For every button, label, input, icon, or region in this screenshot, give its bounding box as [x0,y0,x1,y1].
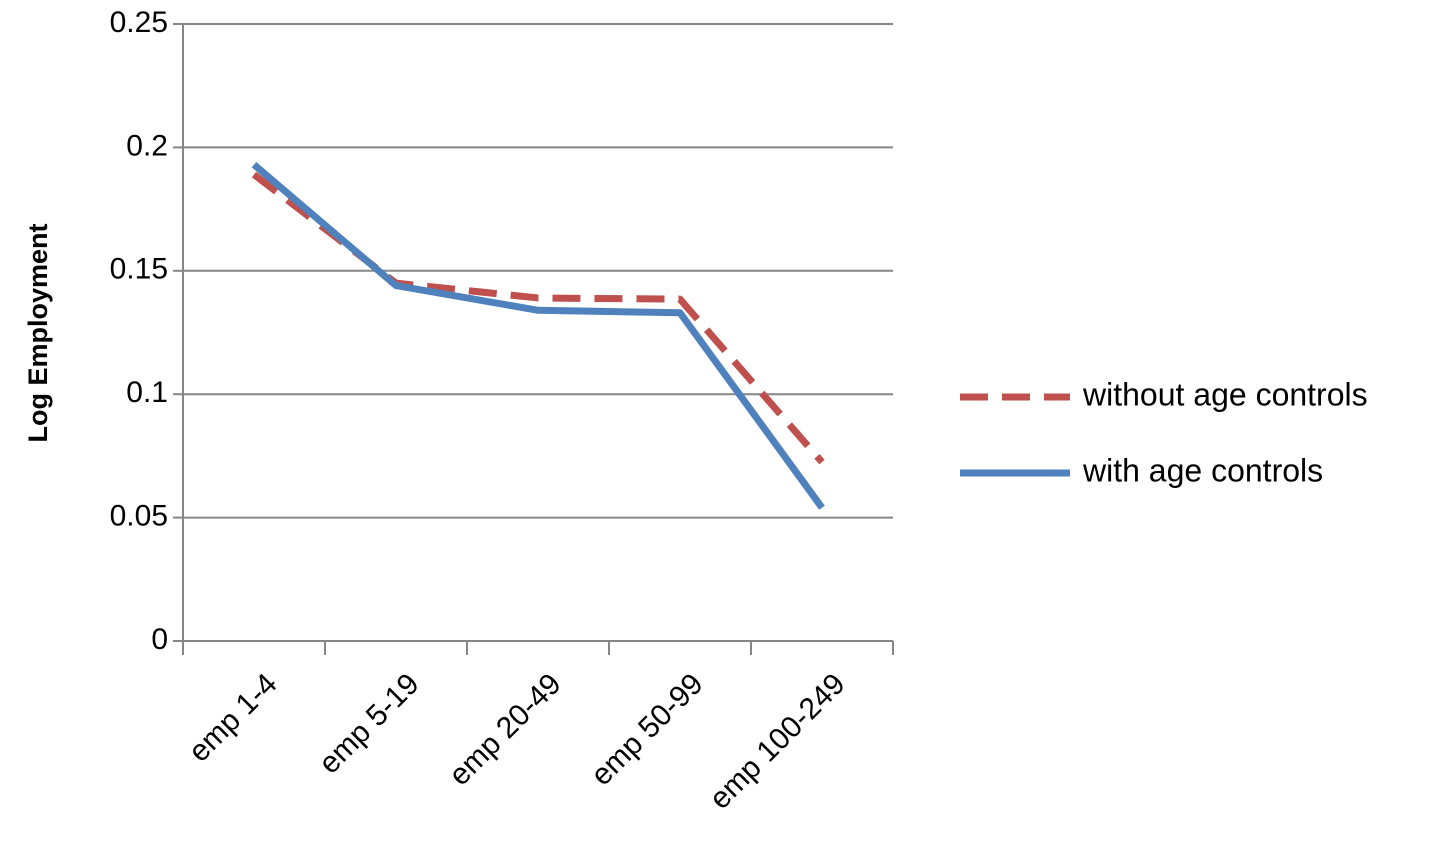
y-axis-label: Log Employment [23,223,53,442]
y-tick-label: 0.1 [126,376,168,409]
y-tick-label: 0.2 [126,129,168,162]
x-tick-label: emp 1-4 [182,667,283,768]
series-line [251,162,825,510]
x-tick-label: emp 100-249 [703,667,851,815]
legend-label: with age controls [1082,452,1323,488]
x-tick-label: emp 20-49 [443,667,568,792]
y-tick-label: 0 [151,623,168,656]
y-tick-label: 0.15 [110,253,168,286]
x-tick-label: emp 50-99 [585,667,710,792]
y-tick-label: 0.05 [110,500,168,533]
series-line [251,171,825,465]
legend-label: without age controls [1082,376,1368,412]
y-tick-label: 0.25 [110,6,168,39]
x-tick-label: emp 5-19 [313,667,426,780]
